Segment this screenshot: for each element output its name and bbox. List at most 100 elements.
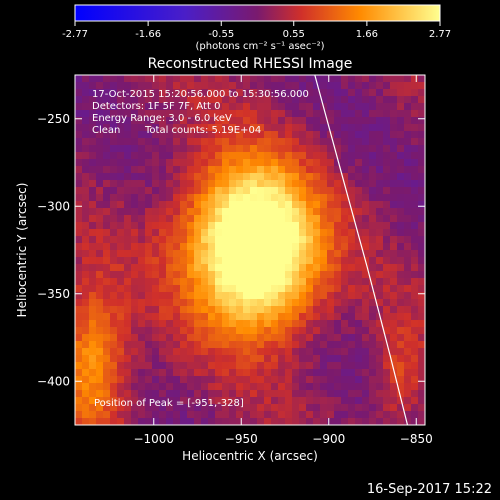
heatmap-cell: [215, 313, 223, 321]
heatmap-cell: [376, 306, 384, 314]
heatmap-cell: [201, 194, 209, 202]
heatmap-cell: [89, 292, 97, 300]
heatmap-cell: [313, 159, 321, 167]
heatmap-cell: [103, 320, 111, 328]
heatmap-cell: [173, 117, 181, 125]
heatmap-cell: [285, 390, 293, 398]
heatmap-cell: [229, 103, 237, 111]
heatmap-cell: [383, 376, 391, 384]
heatmap-cell: [390, 334, 398, 342]
heatmap-cell: [222, 334, 230, 342]
heatmap-cell: [180, 243, 188, 251]
heatmap-cell: [110, 355, 118, 363]
heatmap-cell: [292, 124, 300, 132]
heatmap-cell: [131, 376, 139, 384]
heatmap-cell: [215, 82, 223, 90]
heatmap-cell: [418, 348, 425, 356]
heatmap-cell: [257, 411, 265, 419]
heatmap-cell: [103, 103, 111, 111]
heatmap-cell: [383, 348, 391, 356]
heatmap-cell: [173, 215, 181, 223]
heatmap-cell: [187, 292, 195, 300]
heatmap-cell: [194, 145, 202, 153]
heatmap-cell: [348, 278, 356, 286]
heatmap-cell: [327, 194, 335, 202]
heatmap-cell: [166, 215, 174, 223]
heatmap-cell: [411, 208, 419, 216]
heatmap-cell: [145, 229, 153, 237]
heatmap-cell: [75, 264, 83, 272]
heatmap-cell: [131, 264, 139, 272]
heatmap-cell: [334, 236, 342, 244]
heatmap-cell: [173, 292, 181, 300]
heatmap-cell: [180, 397, 188, 405]
heatmap-cell: [271, 390, 279, 398]
heatmap-cell: [187, 173, 195, 181]
heatmap-cell: [397, 194, 405, 202]
heatmap-cell: [166, 299, 174, 307]
heatmap-cell: [383, 131, 391, 139]
heatmap-cell: [229, 180, 237, 188]
heatmap-cell: [411, 320, 419, 328]
heatmap-cell: [110, 194, 118, 202]
heatmap-cell: [138, 369, 146, 377]
heatmap-cell: [201, 411, 209, 419]
heatmap-cell: [159, 299, 167, 307]
heatmap-cell: [355, 159, 363, 167]
heatmap-cell: [236, 411, 244, 419]
heatmap-cell: [166, 250, 174, 258]
heatmap-cell: [110, 236, 118, 244]
heatmap-cell: [131, 173, 139, 181]
heatmap-cell: [89, 96, 97, 104]
heatmap-cell: [159, 313, 167, 321]
heatmap-cell: [103, 194, 111, 202]
heatmap-cell: [145, 82, 153, 90]
heatmap-cell: [124, 194, 132, 202]
heatmap-cell: [292, 138, 300, 146]
heatmap-cell: [124, 82, 132, 90]
heatmap-cell: [201, 89, 209, 97]
heatmap-cell: [124, 166, 132, 174]
heatmap-cell: [390, 278, 398, 286]
heatmap-cell: [348, 243, 356, 251]
heatmap-cell: [362, 117, 370, 125]
heatmap-cell: [292, 320, 300, 328]
heatmap-cell: [257, 103, 265, 111]
heatmap-cell: [187, 327, 195, 335]
heatmap-cell: [96, 376, 104, 384]
heatmap-cell: [278, 334, 286, 342]
heatmap-cell: [236, 75, 244, 83]
heatmap-cell: [131, 103, 139, 111]
heatmap-cell: [89, 89, 97, 97]
heatmap-cell: [152, 159, 160, 167]
heatmap-cell: [383, 278, 391, 286]
heatmap-cell: [75, 145, 83, 153]
colorbar-tick-label: -0.55: [208, 29, 234, 40]
heatmap-cell: [418, 75, 425, 83]
colorbar-ticks: -2.77 -1.66 -0.55 0.55 1.66 2.77: [62, 21, 451, 40]
heatmap-cell: [285, 236, 293, 244]
heatmap-cell: [159, 215, 167, 223]
heatmap-cell: [89, 334, 97, 342]
heatmap-cell: [82, 75, 90, 83]
heatmap-cell: [166, 306, 174, 314]
heatmap-cell: [215, 292, 223, 300]
heatmap-cell: [362, 341, 370, 349]
heatmap-cell: [418, 278, 425, 286]
heatmap-cell: [257, 82, 265, 90]
heatmap-cell: [397, 292, 405, 300]
heatmap-cell: [201, 320, 209, 328]
heatmap-cell: [201, 292, 209, 300]
heatmap-cell: [404, 383, 412, 391]
heatmap-cell: [145, 390, 153, 398]
heatmap-cell: [222, 138, 230, 146]
heatmap-cell: [362, 292, 370, 300]
heatmap-cell: [89, 271, 97, 279]
heatmap-cell: [173, 285, 181, 293]
heatmap-cell: [264, 334, 272, 342]
heatmap-cell: [278, 257, 286, 265]
heatmap-cell: [257, 334, 265, 342]
heatmap-cell: [383, 334, 391, 342]
heatmap-cell: [306, 138, 314, 146]
heatmap-cell: [355, 327, 363, 335]
